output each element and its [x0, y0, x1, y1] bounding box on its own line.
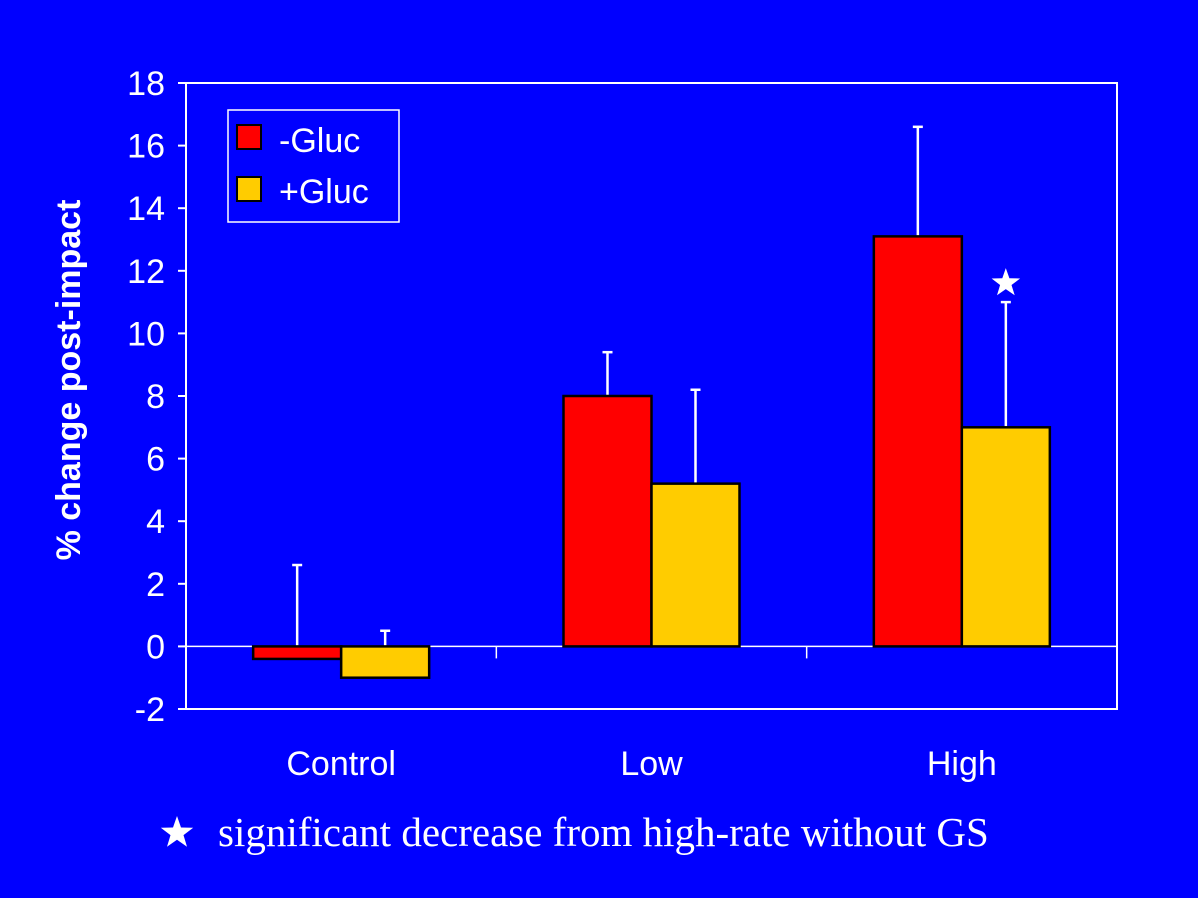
y-axis-label: % change post-impact: [50, 200, 88, 561]
y-tick-label: 16: [127, 128, 165, 166]
y-tick-label: 2: [146, 566, 165, 604]
legend-label-plus-gluc: +Gluc: [279, 173, 369, 211]
bar-high-minus-gluc: [872, 235, 964, 648]
x-tick-label: Control: [286, 745, 396, 783]
y-tick-label: 18: [127, 65, 165, 103]
y-tick-label: 12: [127, 253, 165, 291]
bar-low-plus-gluc: [650, 482, 741, 648]
y-tick-label: 14: [127, 190, 165, 228]
y-tick-label: 4: [146, 503, 165, 541]
y-tick-label: 0: [146, 628, 165, 666]
bar-high-plus-gluc: [960, 426, 1052, 648]
legend-label-minus-gluc: -Gluc: [279, 122, 360, 160]
y-tick-label: 8: [146, 378, 165, 416]
footnote-star-icon: [160, 816, 194, 847]
legend-swatch-plus-gluc: [236, 176, 262, 202]
y-tick-label: -2: [135, 691, 165, 729]
y-tick-label: 6: [146, 441, 165, 479]
bar-control-minus-gluc: [251, 645, 343, 661]
significance-star-icon: [991, 268, 1021, 296]
footnote-text: significant decrease from high-rate with…: [218, 809, 989, 855]
legend: -Gluc +Gluc: [227, 109, 400, 223]
x-tick-label: High: [927, 745, 997, 783]
legend-swatch-minus-gluc: [236, 124, 262, 150]
bar-low-minus-gluc: [562, 394, 653, 648]
footnote: significant decrease from high-rate with…: [160, 809, 989, 855]
bar-control-plus-gluc: [339, 645, 431, 679]
x-tick-label: Low: [620, 745, 683, 783]
y-tick-label: 10: [127, 315, 165, 353]
